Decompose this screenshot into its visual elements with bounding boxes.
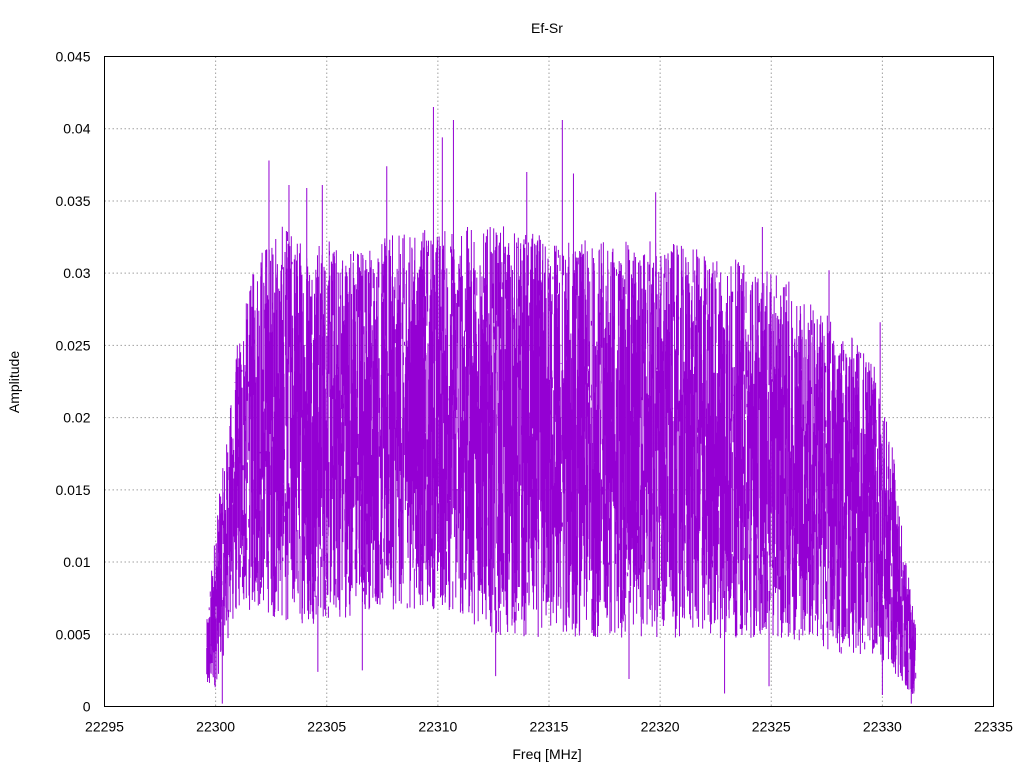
y-tick-label: 0.015 (55, 482, 90, 498)
y-tick-label: 0.01 (63, 554, 90, 570)
series-line (206, 107, 917, 704)
y-tick-label: 0.03 (63, 265, 90, 281)
y-axis-label: Amplitude (6, 351, 22, 413)
x-tick-label: 22335 (974, 719, 1013, 735)
plot-frame (104, 56, 994, 707)
x-tick-label: 22320 (641, 719, 680, 735)
series-impulses (206, 107, 917, 704)
x-tick-label: 22315 (530, 719, 569, 735)
y-tick-label: 0.005 (55, 626, 90, 642)
x-axis-label: Freq [MHz] (512, 746, 581, 762)
x-tick-label: 22330 (863, 719, 902, 735)
x-tick-label: 22325 (752, 719, 791, 735)
y-tick-labels: 0 0.005 0.01 0.015 0.02 0.025 0.03 0.035 0.04 0.0… (55, 49, 90, 715)
y-tick-label: 0.025 (55, 337, 90, 353)
x-tick-label: 22295 (85, 719, 124, 735)
y-tick-label: 0.045 (55, 49, 90, 65)
x-tick-label: 22300 (196, 719, 235, 735)
y-tick-label: 0.04 (63, 121, 90, 137)
y-tick-label: 0.02 (63, 410, 90, 426)
y-tick-label: 0 (83, 699, 91, 715)
y-tick-label: 0.035 (55, 193, 90, 209)
x-tick-label: 22310 (418, 719, 457, 735)
chart-title: Ef-Sr (531, 20, 563, 36)
x-tick-label: 22305 (307, 719, 346, 735)
x-tick-labels: 22295 22300 22305 22310 22315 22320 22325 22330… (85, 719, 1013, 735)
